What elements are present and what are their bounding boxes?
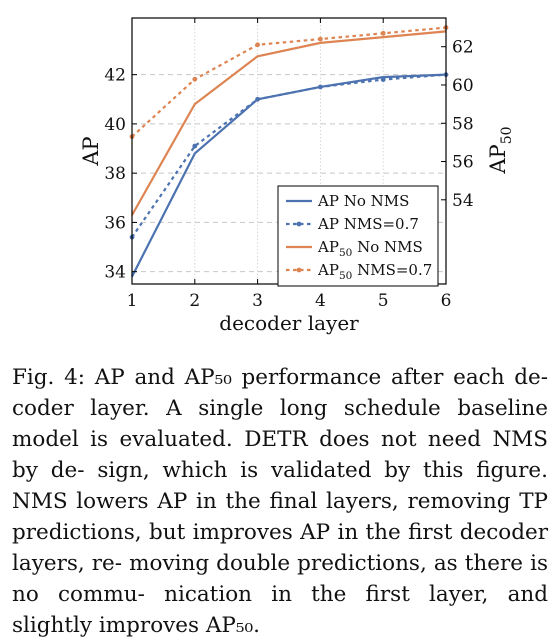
y-axis-left-label: AP <box>79 136 103 166</box>
legend-label-base: AP <box>317 261 339 279</box>
legend-label-base: AP <box>317 192 339 210</box>
legend-label-sub: 50 <box>339 270 352 282</box>
x-tick-label: 3 <box>252 291 263 311</box>
caption-line-6: but improves AP in the first decoder lay… <box>12 520 548 576</box>
x-tick-label: 2 <box>189 291 200 311</box>
y-left-tick-label: 34 <box>104 263 126 283</box>
x-tick-label: 5 <box>378 291 389 311</box>
series-4-point <box>318 36 323 42</box>
series-2-point <box>192 143 198 149</box>
series-2-point <box>380 77 386 82</box>
caption-line-7: moving double predictions, as there is n… <box>12 551 548 607</box>
caption-line-1: AP and AP₅₀ performance after each de- <box>94 365 549 390</box>
series-line-3 <box>131 30 447 216</box>
y-left-tick-label: 38 <box>104 164 126 184</box>
series-4-point <box>380 30 386 36</box>
y-right-tick-label: 62 <box>452 38 474 58</box>
y-left-tick-label: 36 <box>104 213 126 233</box>
series-group <box>129 25 449 278</box>
series-4-point <box>255 42 260 48</box>
legend-marker-2 <box>296 221 302 227</box>
caption-line-4: sign, which is validated by this figure.… <box>12 458 548 514</box>
x-tick-label: 4 <box>315 291 326 311</box>
y-right-tick-label: 54 <box>452 191 474 211</box>
y-axis-right-label-sub: 50 <box>499 126 515 144</box>
legend-label-4: AP50 NMS=0.7 <box>317 261 432 282</box>
legend-label-3: AP50 No NMS <box>317 238 423 259</box>
y-axis-right-label-base: AP <box>486 144 510 174</box>
series-line-2 <box>131 73 447 238</box>
y-right-tick-label: 60 <box>452 76 474 96</box>
y-axis-right-label: AP50 <box>486 126 515 174</box>
figure-caption: Fig. 4: AP and AP₅₀ performance after ea… <box>12 362 548 641</box>
figure: 1 2 3 4 5 6 34 36 38 40 42 54 56 58 60 62 decoder layer… <box>79 17 515 335</box>
x-tick-label: 6 <box>441 291 452 311</box>
caption-label: Fig. 4: <box>12 365 86 390</box>
caption-line-5: AP in the final layers, removing TP pred… <box>12 489 549 545</box>
x-tick-label: 1 <box>127 291 138 311</box>
caption-line-8: nication in the first layer, and slightl… <box>12 582 548 638</box>
series-line-4 <box>131 26 447 138</box>
legend-marker-4 <box>296 267 302 273</box>
legend-label-base: AP <box>317 215 339 233</box>
legend-label-2: AP NMS=0.7 <box>317 215 419 233</box>
legend-label-rest: NMS=0.7 <box>352 261 432 279</box>
legend-label-base: AP <box>317 238 339 256</box>
y-right-tick-label: 58 <box>452 114 474 134</box>
legend-box <box>277 185 439 287</box>
caption-line-3: is evaluated. DETR does not need NMS by … <box>12 427 548 483</box>
y-left-tick-label: 42 <box>104 66 126 86</box>
caption-line-2: coder layer. A single long schedule base… <box>12 396 548 452</box>
x-axis-label: decoder layer <box>219 311 359 335</box>
y-right-tick-label: 56 <box>452 153 474 173</box>
caption-line-9: AP₅₀. <box>205 613 260 638</box>
series-4-point <box>192 76 198 82</box>
legend-label-rest: No NMS <box>339 192 409 210</box>
series-2-point <box>318 84 323 90</box>
legend-label-sub: 50 <box>339 247 352 259</box>
y-left-tick-label: 40 <box>104 115 126 135</box>
legend-label-1: AP No NMS <box>317 192 409 210</box>
legend-label-rest: No NMS <box>352 238 422 256</box>
legend-label-rest: NMS=0.7 <box>339 215 419 233</box>
series-line-1 <box>131 73 447 278</box>
series-2-point <box>255 96 260 102</box>
